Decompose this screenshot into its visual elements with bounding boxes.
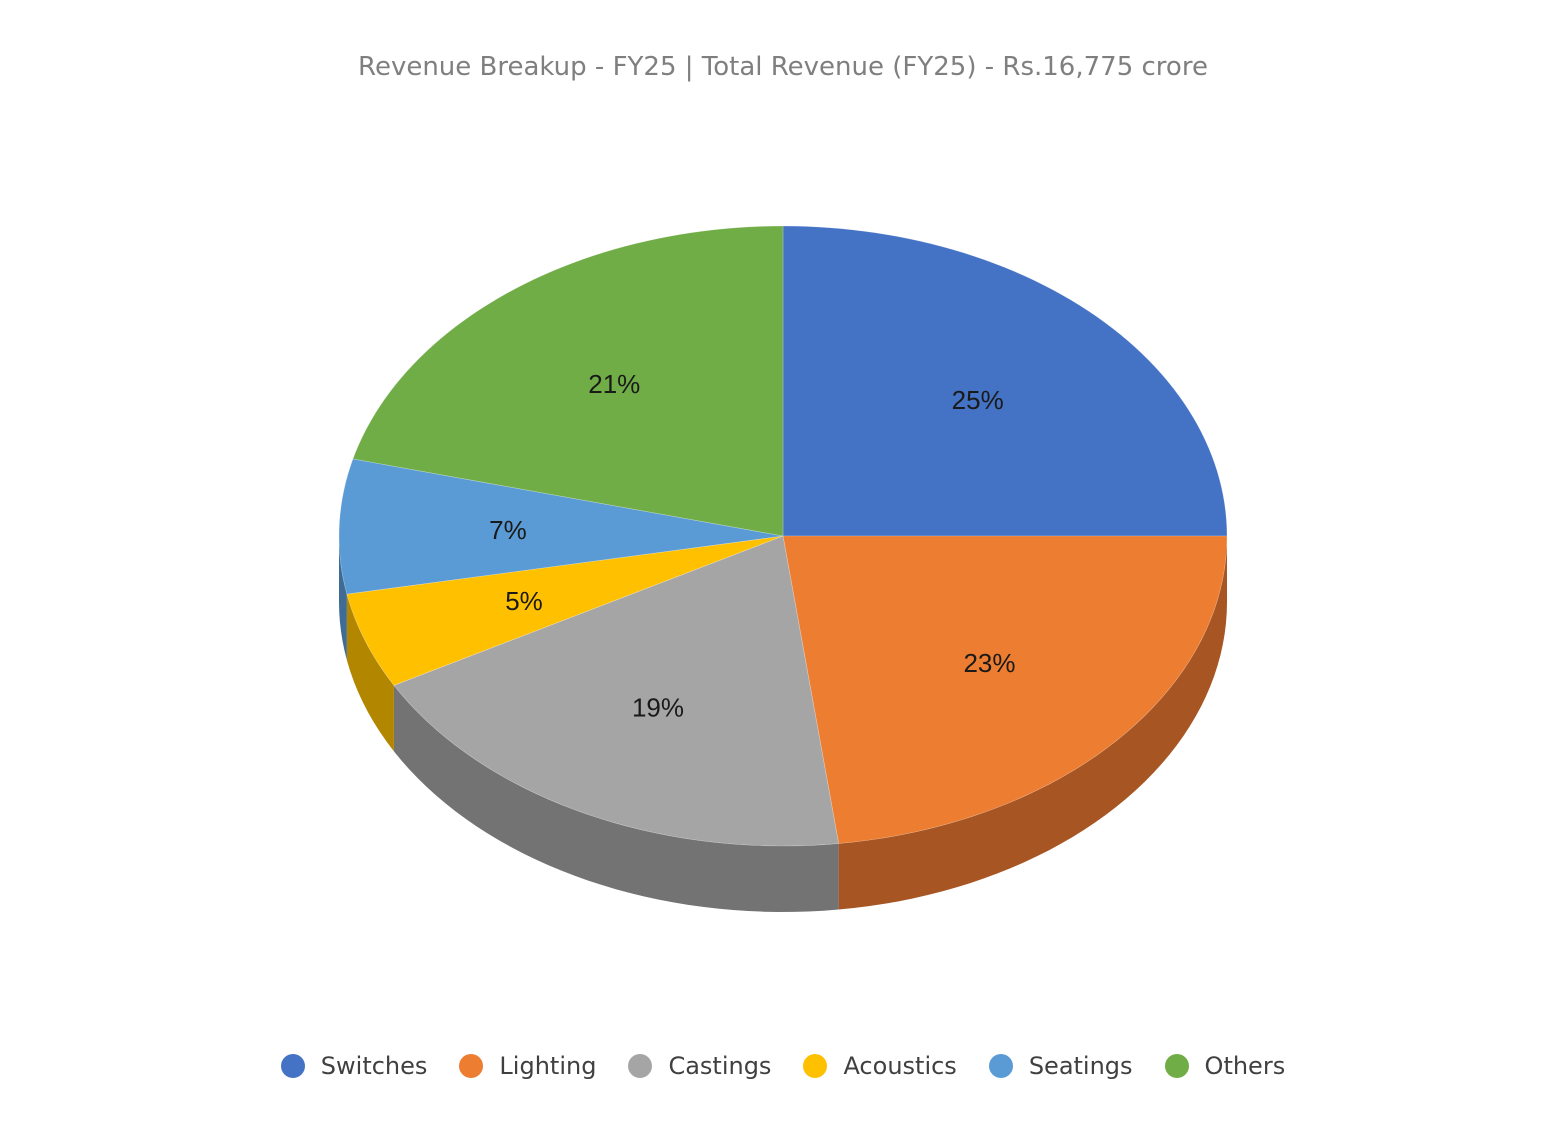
pie-slice-others[interactable] <box>352 225 784 537</box>
legend-swatch-castings <box>628 1054 653 1078</box>
legend-item-lighting[interactable]: Lighting <box>459 1052 596 1080</box>
data-label-castings: 19% <box>632 692 684 722</box>
legend-label-castings: Castings <box>668 1052 772 1080</box>
legend-swatch-seatings <box>988 1054 1013 1078</box>
pie-side-lighting <box>838 536 1227 910</box>
data-label-others: 21% <box>588 369 640 399</box>
legend-item-castings[interactable]: Castings <box>628 1052 771 1080</box>
pie-slice-lighting[interactable] <box>782 535 1228 844</box>
pie-side-seatings <box>339 536 347 661</box>
legend-label-others: Others <box>1204 1052 1286 1080</box>
pie-slice-switches[interactable] <box>782 225 1228 537</box>
data-label-acoustics: 5% <box>505 586 543 616</box>
legend-swatch-others <box>1164 1054 1189 1078</box>
legend-item-others[interactable]: Others <box>1164 1052 1286 1080</box>
legend-label-switches: Switches <box>320 1052 428 1080</box>
pie-slice-castings[interactable] <box>393 535 840 847</box>
pie-slice-seatings[interactable] <box>338 458 784 595</box>
data-label-switches: 25% <box>952 385 1004 415</box>
pie-side-castings <box>393 685 839 912</box>
chart-title: Revenue Breakup - FY25 | Total Revenue (… <box>358 52 1208 82</box>
pie-side-acoustics <box>346 594 394 752</box>
legend-swatch-switches <box>280 1054 305 1078</box>
legend-label-acoustics: Acoustics <box>843 1052 957 1080</box>
legend-label-seatings: Seatings <box>1028 1052 1133 1080</box>
legend-item-switches[interactable]: Switches <box>280 1052 428 1080</box>
data-label-seatings: 7% <box>489 515 527 545</box>
chart-legend: Switches Lighting Castings Acoustics Sea… <box>0 1044 1566 1088</box>
data-label-lighting: 23% <box>963 648 1015 678</box>
legend-item-acoustics[interactable]: Acoustics <box>803 1052 957 1080</box>
legend-item-seatings[interactable]: Seatings <box>988 1052 1133 1080</box>
legend-swatch-lighting <box>459 1054 484 1078</box>
legend-swatch-acoustics <box>803 1054 828 1078</box>
legend-label-lighting: Lighting <box>499 1052 597 1080</box>
pie-slice-acoustics[interactable] <box>346 535 784 686</box>
